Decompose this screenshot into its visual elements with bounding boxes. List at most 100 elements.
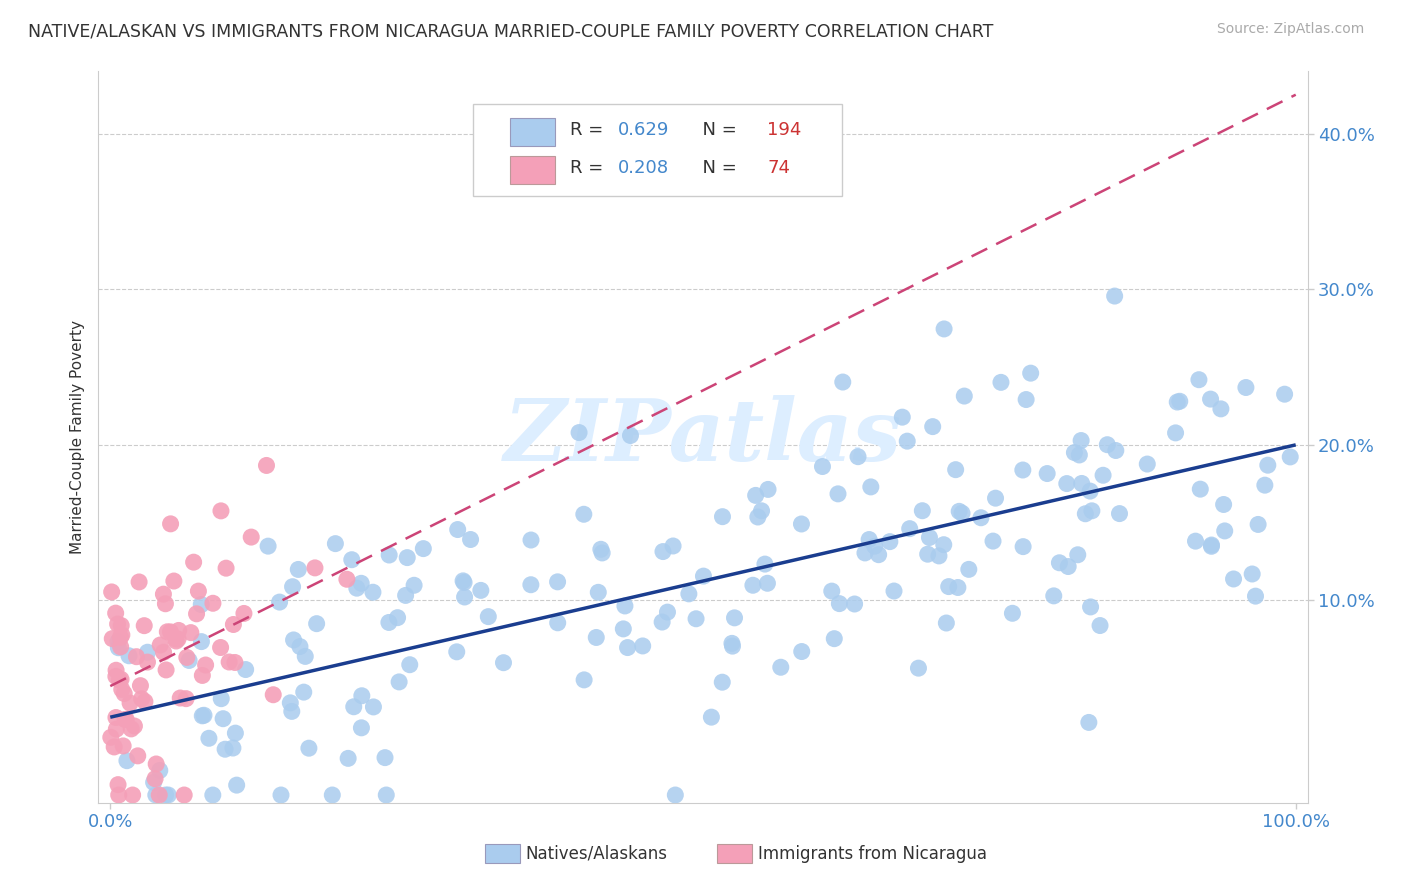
Point: [136, 645, 159, 659]
Point: [990, 376, 1012, 390]
Point: [1188, 373, 1211, 387]
Point: [108, 673, 131, 688]
Point: [107, 778, 129, 792]
Point: [616, 640, 638, 655]
Point: [1057, 559, 1080, 574]
Point: [325, 536, 347, 550]
Point: [194, 658, 217, 673]
Point: [235, 663, 257, 677]
Point: [134, 695, 156, 709]
Point: [294, 649, 316, 664]
Point: [1097, 438, 1119, 452]
Point: [664, 788, 686, 802]
Point: [447, 523, 470, 537]
Text: N =: N =: [690, 159, 742, 177]
Point: [1164, 425, 1187, 440]
Point: [1244, 589, 1267, 603]
Point: [131, 691, 153, 706]
Point: [1254, 478, 1277, 492]
Point: [1074, 507, 1097, 521]
Point: [863, 539, 886, 553]
Point: [183, 555, 205, 569]
Point: [657, 605, 679, 619]
Point: [155, 597, 177, 611]
Point: [846, 450, 869, 464]
Point: [1209, 401, 1232, 416]
Point: [120, 722, 142, 736]
Point: [453, 575, 475, 590]
Point: [547, 574, 569, 589]
Point: [363, 700, 385, 714]
Point: [107, 617, 129, 632]
Point: [378, 548, 401, 562]
Point: [111, 682, 134, 697]
Point: [149, 764, 172, 778]
Point: [304, 561, 326, 575]
Point: [1213, 524, 1236, 538]
Point: [790, 644, 813, 658]
Point: [589, 542, 612, 557]
Point: [112, 687, 135, 701]
Point: [520, 578, 543, 592]
Point: [134, 618, 156, 632]
Point: [1070, 476, 1092, 491]
Point: [215, 561, 238, 575]
Point: [1241, 566, 1264, 581]
Point: [918, 531, 941, 545]
Point: [1168, 394, 1191, 409]
Point: [156, 624, 179, 639]
Point: [1092, 468, 1115, 483]
Point: [935, 615, 957, 630]
Point: [222, 741, 245, 756]
Point: [844, 597, 866, 611]
Point: [321, 788, 343, 802]
Point: [591, 546, 613, 560]
Point: [173, 788, 195, 802]
Point: [823, 632, 845, 646]
Point: [1069, 448, 1091, 462]
Point: [831, 375, 853, 389]
Point: [723, 611, 745, 625]
Point: [101, 632, 124, 646]
Point: [404, 578, 426, 592]
Point: [741, 578, 763, 592]
Point: [678, 587, 700, 601]
Point: [121, 788, 143, 802]
Point: [120, 696, 142, 710]
Point: [165, 632, 187, 646]
Point: [1047, 556, 1070, 570]
Point: [883, 584, 905, 599]
Point: [115, 712, 138, 726]
Point: [938, 580, 960, 594]
Point: [756, 576, 779, 591]
Point: [105, 722, 128, 736]
Point: [350, 721, 373, 735]
Point: [298, 741, 321, 756]
Point: [190, 598, 212, 612]
Point: [336, 572, 359, 586]
Point: [343, 699, 366, 714]
Point: [110, 618, 132, 632]
Point: [167, 632, 190, 646]
FancyBboxPatch shape: [509, 118, 555, 145]
Point: [288, 640, 311, 654]
Point: [891, 410, 914, 425]
Point: [125, 649, 148, 664]
Point: [155, 663, 177, 677]
Point: [110, 673, 132, 687]
Point: [932, 538, 955, 552]
Point: [225, 778, 247, 792]
Point: [100, 731, 122, 745]
Point: [396, 550, 419, 565]
Point: [1201, 539, 1223, 553]
Point: [1199, 392, 1222, 406]
Point: [821, 584, 844, 599]
Point: [262, 688, 284, 702]
Point: [1015, 392, 1038, 407]
Point: [375, 788, 398, 802]
Point: [104, 669, 127, 683]
Point: [209, 640, 232, 655]
Point: [1036, 467, 1059, 481]
Point: [1070, 434, 1092, 448]
Point: [180, 625, 202, 640]
